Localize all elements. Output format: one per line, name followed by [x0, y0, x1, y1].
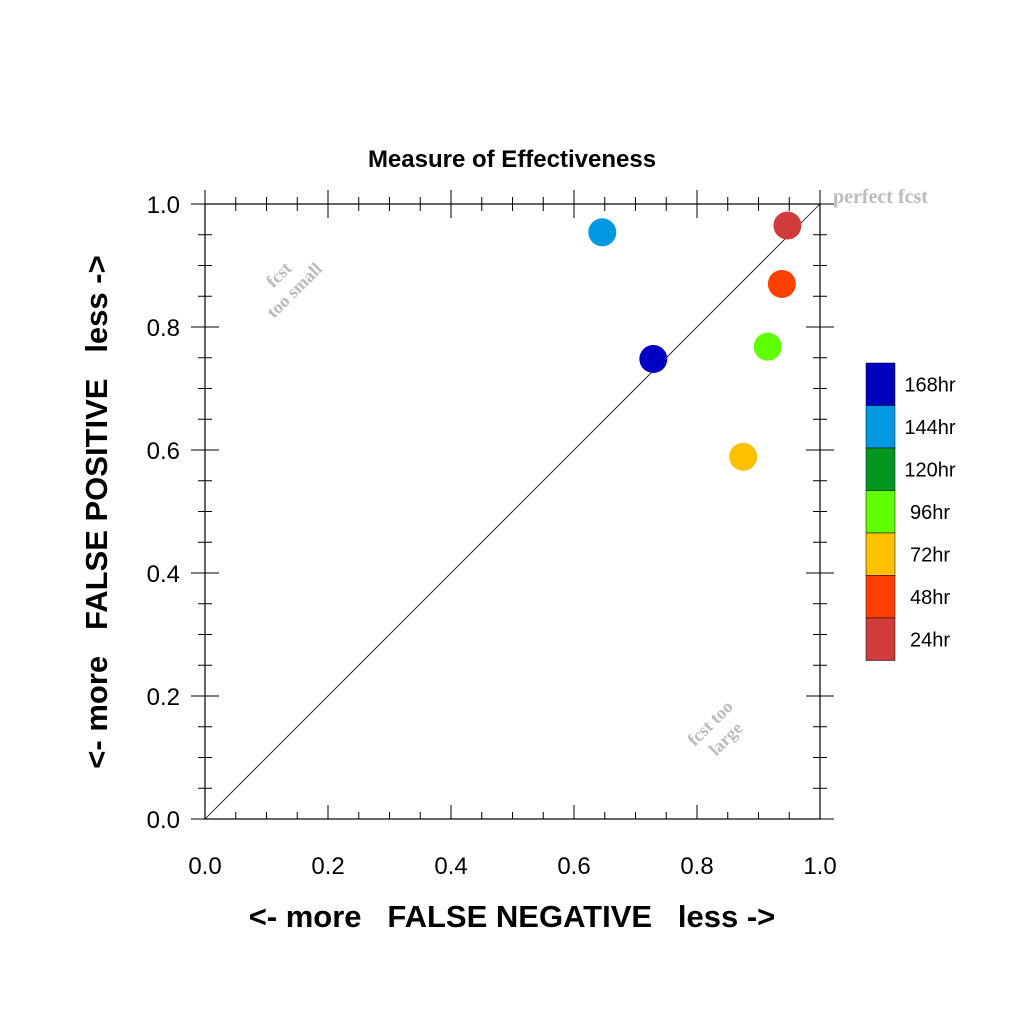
- y-tick-label: 0.0: [147, 807, 180, 834]
- data-point-24hr: [773, 211, 802, 240]
- data-point-72hr: [729, 442, 758, 471]
- x-tick-label: 0.6: [557, 853, 590, 880]
- legend-swatch-144hr: [865, 405, 896, 449]
- data-point-48hr: [767, 269, 796, 298]
- legend-swatch-96hr: [865, 490, 896, 534]
- data-point-144hr: [588, 218, 617, 247]
- y-tick-label: 0.2: [147, 684, 180, 711]
- legend-swatch-120hr: [865, 447, 896, 491]
- legend-label-24hr: 24hr: [910, 629, 950, 651]
- legend-swatch-24hr: [865, 617, 896, 661]
- axis-ticks: [191, 190, 834, 820]
- y-tick-label: 0.6: [147, 438, 180, 465]
- annotation-too-small: fcst too small: [262, 258, 326, 322]
- legend-label-168hr: 168hr: [904, 374, 955, 396]
- y-tick-label: 1.0: [147, 192, 180, 219]
- legend-label-96hr: 96hr: [910, 502, 950, 524]
- annotation-too-large: fcst too large: [683, 696, 746, 759]
- y-axis-label: <- more FALSE POSITIVE less ->: [79, 255, 114, 768]
- legend-label-72hr: 72hr: [910, 544, 950, 566]
- legend-swatch-72hr: [865, 532, 896, 576]
- data-point-168hr: [639, 344, 668, 373]
- diagonal-reference-line: [204, 203, 821, 820]
- legend-swatch-168hr: [865, 362, 896, 406]
- legend-label-144hr: 144hr: [904, 417, 955, 439]
- legend-label-120hr: 120hr: [904, 459, 955, 481]
- chart-title: Measure of Effectiveness: [368, 146, 656, 173]
- legend-swatch-48hr: [865, 575, 896, 619]
- y-tick-label: 0.8: [147, 315, 180, 342]
- x-tick-label: 0.2: [311, 853, 344, 880]
- x-tick-label: 0.4: [434, 853, 467, 880]
- x-tick-label: 0.8: [680, 853, 713, 880]
- x-axis-label: <- more FALSE NEGATIVE less ->: [249, 899, 776, 934]
- legend-label-48hr: 48hr: [910, 587, 950, 609]
- x-tick-label: 1.0: [803, 853, 836, 880]
- data-point-96hr: [753, 332, 782, 361]
- x-tick-label: 0.0: [188, 853, 221, 880]
- y-tick-label: 0.4: [147, 561, 180, 588]
- axis-tick-labels: 0.0 0.2 0.4 0.6 0.8 1.0 0.0 0.2 0.4 0.6 0.8 1.0: [147, 192, 837, 880]
- legend: 168hr 144hr 120hr 96hr 72hr 48hr 24hr: [865, 362, 956, 661]
- annotation-perfect-fcst: perfect fcst: [833, 186, 928, 208]
- data-points: [588, 211, 802, 471]
